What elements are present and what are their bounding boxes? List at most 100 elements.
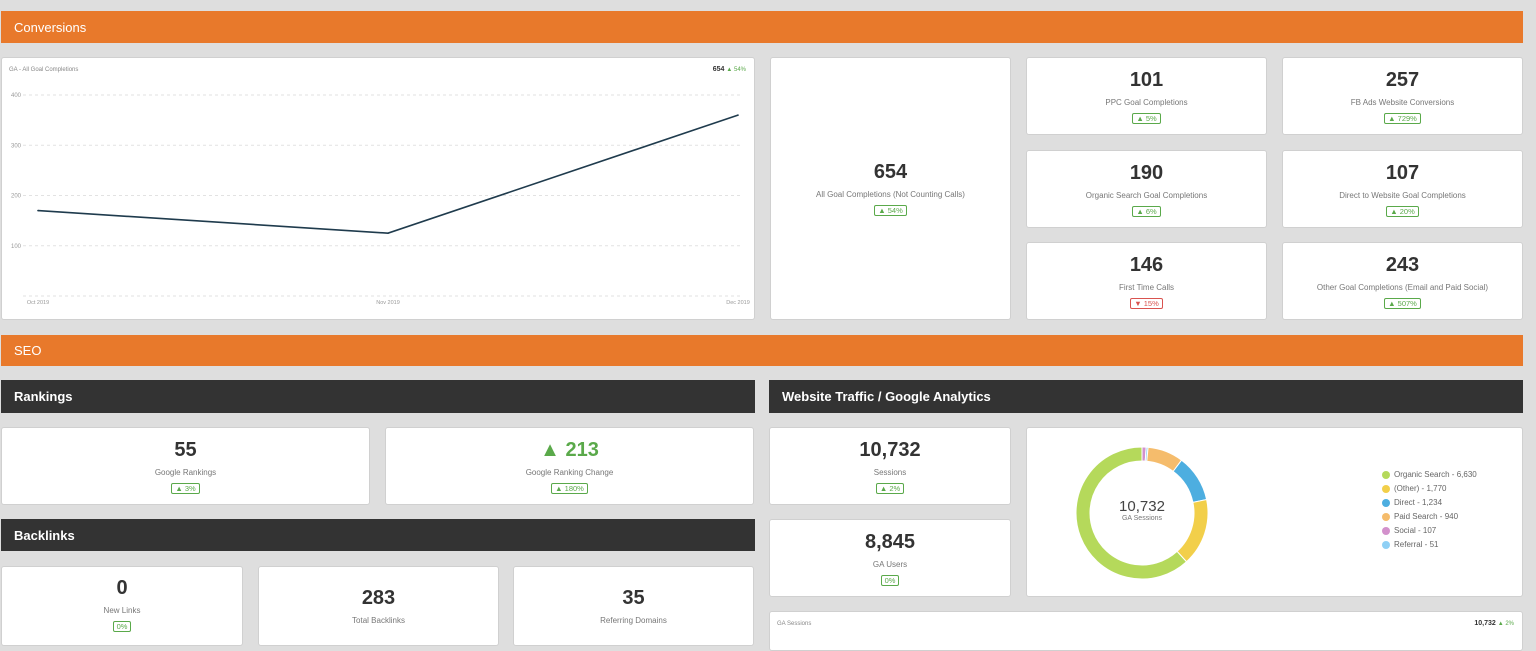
kpi-change-badge: 0% [112, 621, 132, 632]
x-tick-label: Oct 2019 [27, 300, 49, 306]
legend-item[interactable]: Direct - 1,234 [1382, 498, 1477, 507]
section-title: Backlinks [14, 527, 75, 543]
chart-change: ▲ 54% [726, 67, 746, 73]
kpi-label: Direct to Website Goal Completions [1339, 190, 1466, 200]
rankings-header: Rankings [1, 380, 755, 413]
x-tick-label: Nov 2019 [376, 300, 400, 306]
legend-item[interactable]: Organic Search - 6,630 [1382, 470, 1477, 479]
legend-item[interactable]: Referral - 51 [1382, 540, 1477, 549]
legend-swatch [1382, 526, 1390, 535]
kpi-card: 101 PPC Goal Completions ▲ 5% [1026, 57, 1267, 135]
kpi-card: 190 Organic Search Goal Completions ▲ 6% [1026, 150, 1267, 228]
legend-label: Direct - 1,234 [1394, 498, 1443, 507]
donut-chart [1075, 446, 1209, 580]
kpi-change-badge: 0% [880, 574, 900, 586]
kpi-card: 243 Other Goal Completions (Email and Pai… [1282, 242, 1523, 320]
kpi-label: All Goal Completions (Not Counting Calls… [816, 190, 965, 199]
y-tick-label: 200 [11, 194, 22, 200]
kpi-label: Google Ranking Change [525, 467, 614, 477]
kpi-change-badge: ▲ 180% [551, 482, 588, 494]
kpi-label: Total Backlinks [352, 616, 405, 625]
legend-swatch [1382, 498, 1390, 507]
legend-label: (Other) - 1,770 [1394, 484, 1447, 493]
kpi-change-badge: ▲ 6% [1132, 205, 1161, 217]
kpi-value: 654 [873, 161, 908, 183]
donut-legend: Organic Search - 6,630 (Other) - 1,770 Dir… [1382, 470, 1477, 554]
kpi-value: 55 [174, 438, 197, 461]
kpi-card: 257 FB Ads Website Conversions ▲ 729% [1282, 57, 1523, 135]
section-title: SEO [14, 343, 42, 358]
kpi-change-badge: ▲ 507% [1384, 297, 1421, 309]
sessions-donut-card: 10,732 GA Sessions Organic Search - 6,63… [1026, 427, 1523, 597]
data-point [387, 232, 389, 234]
kpi-value: 257 [1385, 68, 1420, 91]
kpi-change-badge: ▲ 54% [874, 205, 907, 216]
donut-center-value: 10,732 [1119, 498, 1165, 515]
legend-label: Paid Search - 940 [1394, 512, 1459, 521]
line-chart: 100 200 300 400 Oct 2019 Nov 2019 Dec 2019 [11, 93, 750, 306]
kpi-value: 0 [116, 577, 128, 599]
section-title: Conversions [14, 19, 87, 35]
kpi-total-backlinks: 283 Total Backlinks [258, 566, 499, 646]
legend-swatch [1382, 484, 1390, 493]
chart-total: 654 [712, 66, 725, 73]
donut-center-label: GA Sessions [1121, 515, 1163, 522]
kpi-value: ▲ 213 [540, 438, 599, 461]
kpi-value: 243 [1385, 253, 1420, 276]
kpi-label: PPC Goal Completions [1105, 97, 1188, 107]
kpi-label: GA Users [872, 559, 908, 569]
kpi-label: New Links [103, 606, 141, 615]
kpi-value: 35 [622, 587, 645, 609]
legend-label: Organic Search - 6,630 [1394, 470, 1477, 479]
kpi-label: First Time Calls [1118, 282, 1175, 292]
chart-title: GA Sessions [777, 621, 812, 627]
kpi-value: 190 [1129, 161, 1164, 184]
legend-swatch [1382, 512, 1390, 521]
kpi-google-rankings: 55 Google Rankings ▲ 3% [1, 427, 370, 505]
legend-item[interactable]: Social - 107 [1382, 526, 1477, 535]
kpi-label: Sessions [873, 467, 907, 477]
y-tick-label: 400 [11, 93, 22, 99]
kpi-label: FB Ads Website Conversions [1350, 97, 1455, 107]
section-title: Website Traffic / Google Analytics [782, 389, 991, 404]
kpi-change-badge: ▼ 15% [1130, 297, 1163, 309]
kpi-label: Organic Search Goal Completions [1085, 190, 1208, 200]
conversions-section-header: Conversions [1, 11, 1523, 43]
donut-slice-direct [1172, 459, 1208, 503]
legend-swatch [1382, 470, 1390, 479]
y-tick-label: 300 [11, 143, 22, 149]
kpi-label: Other Goal Completions (Email and Paid S… [1316, 282, 1489, 292]
backlinks-header: Backlinks [1, 519, 755, 551]
kpi-change-badge: ▲ 729% [1384, 112, 1421, 124]
kpi-change-badge: ▲ 5% [1132, 112, 1161, 124]
kpi-card: 107 Direct to Website Goal Completions ▲ 2… [1282, 150, 1523, 228]
seo-section-header: SEO [1, 335, 1523, 366]
kpi-value: 146 [1129, 253, 1164, 276]
kpi-value: 10,732 [859, 438, 921, 461]
kpi-change-badge: ▲ 2% [875, 482, 905, 494]
kpi-new-links: 0 New Links 0% [1, 566, 243, 646]
legend-item[interactable]: Paid Search - 940 [1382, 512, 1477, 521]
kpi-change-badge: ▲ 20% [1386, 205, 1419, 217]
kpi-referring-domains: 35 Referring Domains [513, 566, 754, 646]
kpi-value: 101 [1129, 68, 1164, 91]
kpi-label: Google Rankings [154, 467, 217, 477]
kpi-ga-users: 8,845 GA Users 0% [769, 519, 1011, 597]
kpi-label: Referring Domains [600, 616, 667, 625]
kpi-card: 146 First Time Calls ▼ 15% [1026, 242, 1267, 320]
data-point [737, 114, 739, 116]
legend-swatch [1382, 540, 1390, 549]
kpi-change-badge: ▲ 3% [171, 482, 200, 494]
kpi-value: 8,845 [864, 530, 916, 553]
legend-item[interactable]: (Other) - 1,770 [1382, 484, 1477, 493]
kpi-all-goal-completions: 654 All Goal Completions (Not Counting C… [770, 57, 1011, 320]
series-line [37, 114, 739, 234]
chart-change: ▲ 2% [1497, 621, 1514, 627]
kpi-sessions: 10,732 Sessions ▲ 2% [769, 427, 1011, 505]
y-tick-label: 100 [11, 244, 22, 250]
legend-label: Referral - 51 [1394, 540, 1439, 549]
chart-title: GA - All Goal Completions [9, 67, 79, 73]
traffic-header: Website Traffic / Google Analytics [769, 380, 1523, 413]
x-tick-label: Dec 2019 [726, 300, 750, 306]
section-title: Rankings [14, 389, 73, 404]
